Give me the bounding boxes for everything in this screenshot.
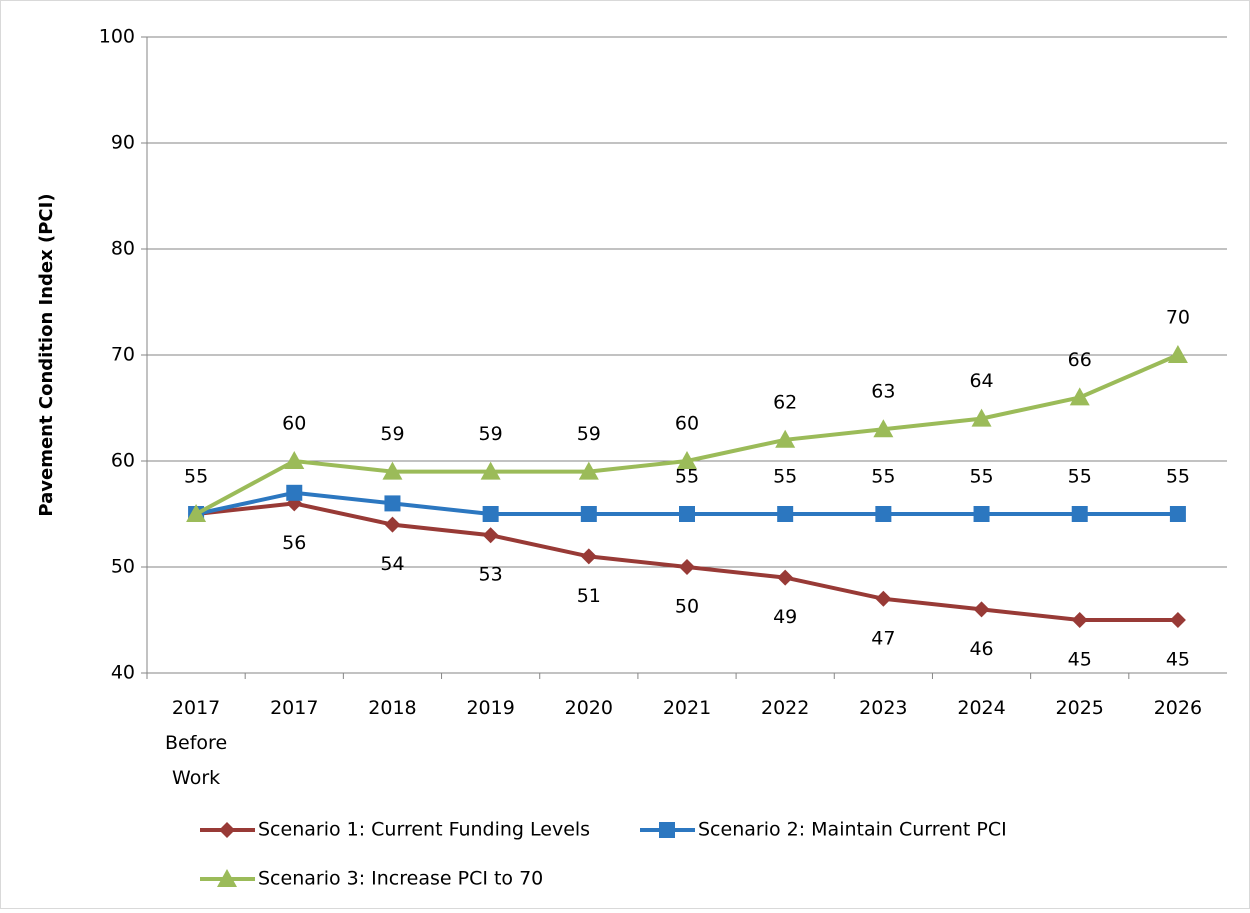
data-label: 53 xyxy=(479,564,503,586)
data-label: 60 xyxy=(675,413,699,435)
point xyxy=(382,461,403,480)
data-label: 55 xyxy=(184,466,208,488)
x-tick-label: 2017 xyxy=(270,697,318,719)
data-label: 51 xyxy=(577,585,601,607)
y-tick-label: 90 xyxy=(111,132,135,154)
point xyxy=(777,506,794,522)
point xyxy=(186,504,207,522)
point xyxy=(875,590,892,607)
point xyxy=(777,569,794,586)
point xyxy=(580,548,597,565)
x-tick-label: 2020 xyxy=(565,697,613,719)
point xyxy=(973,601,990,618)
x-tick-label-line: 2024 xyxy=(957,697,1005,719)
x-tick-label-line: 2025 xyxy=(1056,697,1104,719)
y-tick-label: 70 xyxy=(111,344,135,366)
point xyxy=(1071,612,1088,628)
x-tick-label-line: 2022 xyxy=(761,697,809,719)
y-tick-label: 40 xyxy=(111,662,135,684)
data-label: 54 xyxy=(380,553,404,575)
point xyxy=(384,516,401,533)
point xyxy=(480,461,501,480)
y-axis-title: Pavement Condition Index (PCI) xyxy=(36,193,57,516)
point xyxy=(775,429,796,448)
x-tick-label-line: 2023 xyxy=(859,697,907,719)
point xyxy=(578,461,599,480)
data-label: 56 xyxy=(282,532,306,554)
x-tick-label: 2024 xyxy=(957,697,1005,719)
data-label: 62 xyxy=(773,391,797,413)
x-tick-label-line: Work xyxy=(172,767,220,789)
data-label: 47 xyxy=(871,627,895,649)
point xyxy=(1169,506,1186,522)
x-tick-label: 2026 xyxy=(1154,697,1202,719)
data-label: 55 xyxy=(675,466,699,488)
x-tick-label: 2019 xyxy=(466,697,514,719)
data-label: 55 xyxy=(871,466,895,488)
y-tick-label: 100 xyxy=(99,26,135,48)
data-label: 55 xyxy=(1166,466,1190,488)
data-label: 59 xyxy=(577,423,601,445)
x-tick-label-line: 2017 xyxy=(172,697,220,719)
y-tick-label: 60 xyxy=(111,450,135,472)
data-label: 45 xyxy=(1068,649,1092,671)
point xyxy=(219,822,235,838)
x-tick-label-line: 2026 xyxy=(1154,697,1202,719)
legend-label: Scenario 2: Maintain Current PCI xyxy=(698,819,1007,841)
point xyxy=(1167,345,1188,363)
data-label: 63 xyxy=(871,381,895,403)
data-label: 70 xyxy=(1166,307,1190,329)
point xyxy=(677,451,697,469)
x-tick-label-line: Before xyxy=(165,732,227,754)
data-label: 55 xyxy=(969,466,993,488)
y-tick-label: 80 xyxy=(111,238,135,260)
point xyxy=(973,506,990,522)
point xyxy=(971,408,992,427)
point xyxy=(482,527,499,544)
x-tick-label-line: 2021 xyxy=(663,697,711,719)
point xyxy=(482,506,499,522)
x-tick-label: 2017 Before Work xyxy=(165,697,227,789)
point xyxy=(1071,506,1088,522)
x-tick-label: 2021 xyxy=(663,697,711,719)
legend-label: Scenario 3: Increase PCI to 70 xyxy=(258,868,543,890)
data-label: 50 xyxy=(675,596,699,618)
point xyxy=(659,822,675,838)
data-label: 60 xyxy=(282,413,306,435)
y-tick-label: 50 xyxy=(111,556,135,578)
point xyxy=(875,506,892,522)
point xyxy=(679,506,695,522)
x-tick-label-line: 2018 xyxy=(368,697,416,719)
data-label: 66 xyxy=(1068,349,1092,371)
data-label: 49 xyxy=(773,606,797,628)
point xyxy=(284,451,305,469)
point xyxy=(384,495,401,512)
point xyxy=(873,419,894,438)
point xyxy=(1169,612,1186,628)
data-label: 45 xyxy=(1166,649,1190,671)
x-tick-label-line: 2017 xyxy=(270,697,318,719)
point xyxy=(679,559,695,575)
data-label: 55 xyxy=(1068,466,1092,488)
point xyxy=(286,484,303,501)
x-tick-label: 2025 xyxy=(1056,697,1104,719)
x-tick-label-line: 2019 xyxy=(466,697,514,719)
legend-label: Scenario 1: Current Funding Levels xyxy=(258,819,590,841)
data-label: 55 xyxy=(773,466,797,488)
x-tick-label: 2022 xyxy=(761,697,809,719)
point xyxy=(1069,387,1090,406)
point xyxy=(217,869,237,887)
data-label: 46 xyxy=(969,638,993,660)
x-tick-label-line: 2020 xyxy=(565,697,613,719)
data-label: 64 xyxy=(969,370,993,392)
x-tick-label: 2023 xyxy=(859,697,907,719)
x-tick-label: 2018 xyxy=(368,697,416,719)
data-label: 59 xyxy=(380,423,404,445)
point xyxy=(580,506,597,522)
data-label: 59 xyxy=(479,423,503,445)
